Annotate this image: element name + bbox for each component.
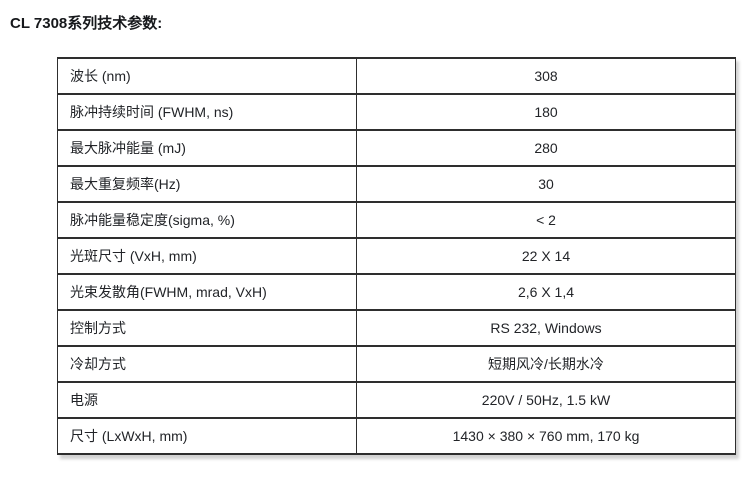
table-row: 光斑尺寸 (VxH, mm) 22 X 14 (57, 237, 736, 275)
table-row: 脉冲持续时间 (FWHM, ns) 180 (57, 93, 736, 131)
table-row: 控制方式 RS 232, Windows (57, 309, 736, 347)
param-label-cell: 最大重复频率(Hz) (57, 165, 357, 203)
spec-table: 波长 (nm) 308 脉冲持续时间 (FWHM, ns) 180 最大脉冲能量… (57, 57, 736, 455)
param-value-cell: 308 (356, 57, 736, 95)
param-value-cell: 2,6 X 1,4 (356, 273, 736, 311)
param-label-cell: 冷却方式 (57, 345, 357, 383)
param-label-cell: 脉冲能量稳定度(sigma, %) (57, 201, 357, 239)
table-row: 最大脉冲能量 (mJ) 280 (57, 129, 736, 167)
param-value-cell: 180 (356, 93, 736, 131)
param-value-cell: 22 X 14 (356, 237, 736, 275)
param-value-cell: RS 232, Windows (356, 309, 736, 347)
param-value-cell: 1430 × 380 × 760 mm, 170 kg (356, 417, 736, 455)
param-label-cell: 波长 (nm) (57, 57, 357, 95)
table-row: 脉冲能量稳定度(sigma, %) < 2 (57, 201, 736, 239)
param-label-cell: 光束发散角(FWHM, mrad, VxH) (57, 273, 357, 311)
param-value-cell: 280 (356, 129, 736, 167)
param-label-cell: 电源 (57, 381, 357, 419)
param-label-cell: 控制方式 (57, 309, 357, 347)
param-value-cell: 220V / 50Hz, 1.5 kW (356, 381, 736, 419)
param-label-cell: 光斑尺寸 (VxH, mm) (57, 237, 357, 275)
table-row: 最大重复频率(Hz) 30 (57, 165, 736, 203)
param-label-cell: 尺寸 (LxWxH, mm) (57, 417, 357, 455)
table-row: 波长 (nm) 308 (57, 57, 736, 95)
table-row: 尺寸 (LxWxH, mm) 1430 × 380 × 760 mm, 170 … (57, 417, 736, 455)
param-value-cell: 30 (356, 165, 736, 203)
table-row: 冷却方式 短期风冷/长期水冷 (57, 345, 736, 383)
param-label-cell: 脉冲持续时间 (FWHM, ns) (57, 93, 357, 131)
spec-table-body: 波长 (nm) 308 脉冲持续时间 (FWHM, ns) 180 最大脉冲能量… (57, 57, 736, 455)
param-value-cell: < 2 (356, 201, 736, 239)
param-label-cell: 最大脉冲能量 (mJ) (57, 129, 357, 167)
page-title: CL 7308系列技术参数: (10, 15, 163, 32)
param-value-cell: 短期风冷/长期水冷 (356, 345, 736, 383)
table-row: 光束发散角(FWHM, mrad, VxH) 2,6 X 1,4 (57, 273, 736, 311)
table-row: 电源 220V / 50Hz, 1.5 kW (57, 381, 736, 419)
